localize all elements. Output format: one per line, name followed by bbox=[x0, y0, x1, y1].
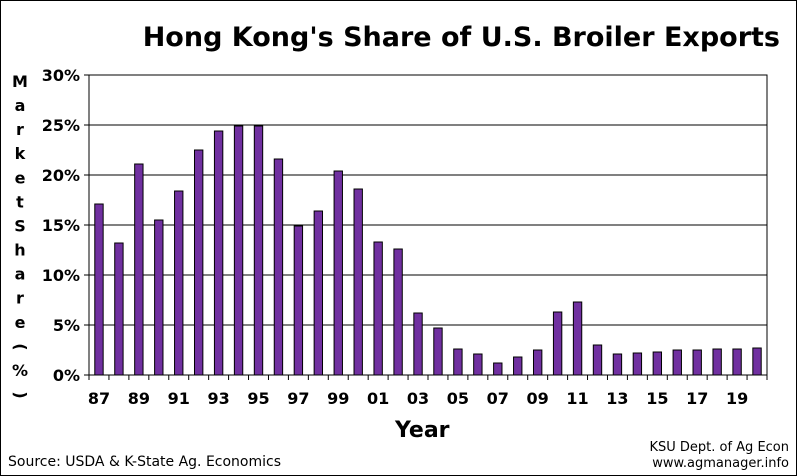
bar-95 bbox=[253, 125, 264, 376]
bar-05 bbox=[453, 348, 463, 376]
x-tick-label: 05 bbox=[447, 389, 469, 408]
bar-10 bbox=[552, 311, 563, 376]
bar-09 bbox=[532, 349, 543, 376]
x-tick-label: 09 bbox=[527, 389, 549, 408]
y-axis-label-char: % bbox=[12, 361, 28, 380]
x-tick-label: 93 bbox=[207, 389, 229, 408]
bar-00 bbox=[353, 188, 363, 376]
y-tick-label: 20% bbox=[42, 166, 80, 185]
y-axis-label-char: r bbox=[16, 120, 24, 139]
credit-line-2: www.agmanager.info bbox=[652, 456, 789, 471]
bar-94 bbox=[233, 125, 244, 376]
y-axis-label-char: e bbox=[15, 313, 26, 332]
grid-lines bbox=[84, 74, 768, 380]
y-tick-label: 25% bbox=[42, 116, 80, 135]
y-tick-label: 30% bbox=[42, 66, 80, 85]
bar-88 bbox=[114, 242, 124, 376]
bar-20 bbox=[752, 347, 762, 376]
bar-97 bbox=[293, 225, 304, 376]
x-tick-label: 15 bbox=[646, 389, 668, 408]
y-tick-labels: 0% 5% 10% 15% 20% 25% 30% bbox=[42, 66, 80, 385]
x-tick-label: 01 bbox=[367, 389, 389, 408]
x-tick-label: 91 bbox=[168, 389, 190, 408]
bar-series bbox=[94, 125, 762, 376]
bar-13 bbox=[612, 353, 623, 376]
bar-15 bbox=[652, 351, 663, 376]
x-tick-label: 95 bbox=[247, 389, 269, 408]
y-axis-label-char: S bbox=[14, 216, 26, 235]
y-axis-label-char: k bbox=[15, 144, 26, 163]
y-axis-label-char: a bbox=[15, 265, 26, 284]
bar-03 bbox=[413, 312, 423, 376]
y-tick-label: 5% bbox=[53, 316, 80, 335]
bar-01 bbox=[373, 241, 383, 376]
bar-19 bbox=[732, 348, 742, 376]
y-axis-label-char: ) bbox=[11, 391, 30, 398]
y-axis-label-char: h bbox=[14, 241, 25, 260]
x-axis-label: Year bbox=[395, 418, 450, 443]
y-axis-label-char: e bbox=[15, 168, 26, 187]
x-tick-label: 11 bbox=[566, 389, 588, 408]
credit-line-1: KSU Dept. of Ag Econ bbox=[649, 440, 789, 455]
chart-title: Hong Kong's Share of U.S. Broiler Export… bbox=[142, 22, 780, 53]
bar-93 bbox=[213, 130, 224, 376]
bar-12 bbox=[592, 344, 603, 376]
x-tick-label: 07 bbox=[487, 389, 509, 408]
credit-note: KSU Dept. of Ag Econ www.agmanager.info bbox=[649, 440, 789, 472]
y-tick-label: 10% bbox=[42, 266, 80, 285]
bar-96 bbox=[273, 158, 284, 376]
x-tick-label: 97 bbox=[287, 389, 309, 408]
bar-98 bbox=[313, 210, 324, 376]
plot-area bbox=[88, 74, 768, 376]
bar-18 bbox=[712, 348, 722, 376]
x-tick-label: 99 bbox=[327, 389, 349, 408]
bar-92 bbox=[193, 149, 204, 376]
bar-17 bbox=[692, 349, 702, 376]
x-tick-labels: 87 89 91 93 95 97 99 01 03 05 07 09 11 13 15 17 19 bbox=[88, 389, 748, 408]
x-tick-label: 13 bbox=[606, 389, 628, 408]
y-axis-label-char: r bbox=[16, 289, 24, 308]
bar-11 bbox=[572, 301, 583, 376]
bar-90 bbox=[154, 219, 164, 376]
bar-87 bbox=[94, 203, 104, 376]
bar-16 bbox=[672, 349, 682, 376]
x-tick-label: 03 bbox=[407, 389, 429, 408]
source-note: Source: USDA & K-State Ag. Economics bbox=[8, 454, 282, 470]
bar-14 bbox=[632, 352, 643, 376]
y-axis-label-char: ( bbox=[11, 343, 30, 350]
bar-07 bbox=[493, 362, 503, 376]
y-axis-label-char: a bbox=[15, 96, 26, 115]
bar-08 bbox=[513, 356, 523, 376]
x-tick-label: 19 bbox=[726, 389, 748, 408]
bar-02 bbox=[393, 248, 403, 376]
y-tick-label: 15% bbox=[42, 216, 80, 235]
x-tick-label: 17 bbox=[686, 389, 708, 408]
bar-91 bbox=[174, 190, 184, 376]
x-tick-label: 89 bbox=[128, 389, 150, 408]
bar-89 bbox=[134, 163, 144, 376]
y-axis-label-char: M bbox=[12, 72, 28, 91]
bar-06 bbox=[473, 353, 483, 376]
y-axis-label-char: t bbox=[16, 192, 24, 211]
x-tick-label: 87 bbox=[88, 389, 110, 408]
y-tick-label: 0% bbox=[53, 366, 80, 385]
bar-99 bbox=[333, 170, 343, 376]
bar-04 bbox=[433, 327, 443, 376]
